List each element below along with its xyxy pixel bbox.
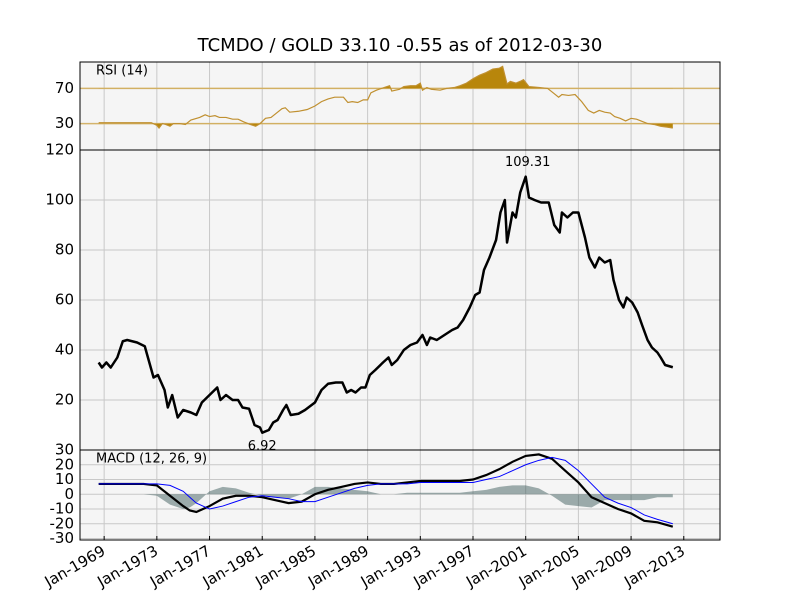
y-tick-label: -10 bbox=[50, 500, 75, 518]
area bbox=[98, 485, 673, 510]
y-tick-label: 10 bbox=[55, 470, 74, 488]
plot-area bbox=[80, 62, 720, 150]
price-line bbox=[97, 175, 674, 434]
plot-area bbox=[80, 450, 720, 540]
fill-group bbox=[98, 123, 673, 128]
area bbox=[98, 123, 673, 128]
chart-title: TCMDO / GOLD 33.10 -0.55 as of 2012-03-3… bbox=[197, 35, 603, 56]
y-tick-label: 70 bbox=[55, 79, 74, 97]
y-tick-label: 20 bbox=[55, 455, 74, 473]
plot-area bbox=[80, 150, 720, 450]
y-tick-label: 40 bbox=[55, 341, 74, 359]
y-tick-label: -20 bbox=[50, 514, 75, 532]
panel-frame bbox=[79, 449, 721, 541]
area bbox=[381, 66, 548, 89]
y-tick-label: 0 bbox=[64, 485, 74, 503]
panel-label: RSI (14) bbox=[96, 64, 148, 79]
panel-background bbox=[80, 62, 720, 150]
fill-group bbox=[381, 66, 548, 89]
y-tick-label: 80 bbox=[55, 241, 74, 259]
y-tick-label: 120 bbox=[45, 141, 74, 159]
y-tick-label: 100 bbox=[45, 191, 74, 209]
panel-label: MACD (12, 26, 9) bbox=[96, 452, 207, 467]
y-tick-label: 20 bbox=[55, 391, 74, 409]
annotation: 109.31 bbox=[505, 155, 551, 170]
macd-line bbox=[98, 456, 673, 525]
y-tick-label: -30 bbox=[50, 529, 75, 547]
rsi-line bbox=[98, 65, 673, 129]
y-tick-label: 60 bbox=[55, 291, 74, 309]
y-tick-label: 30 bbox=[55, 114, 74, 132]
y-tick-label: 30 bbox=[55, 441, 74, 459]
